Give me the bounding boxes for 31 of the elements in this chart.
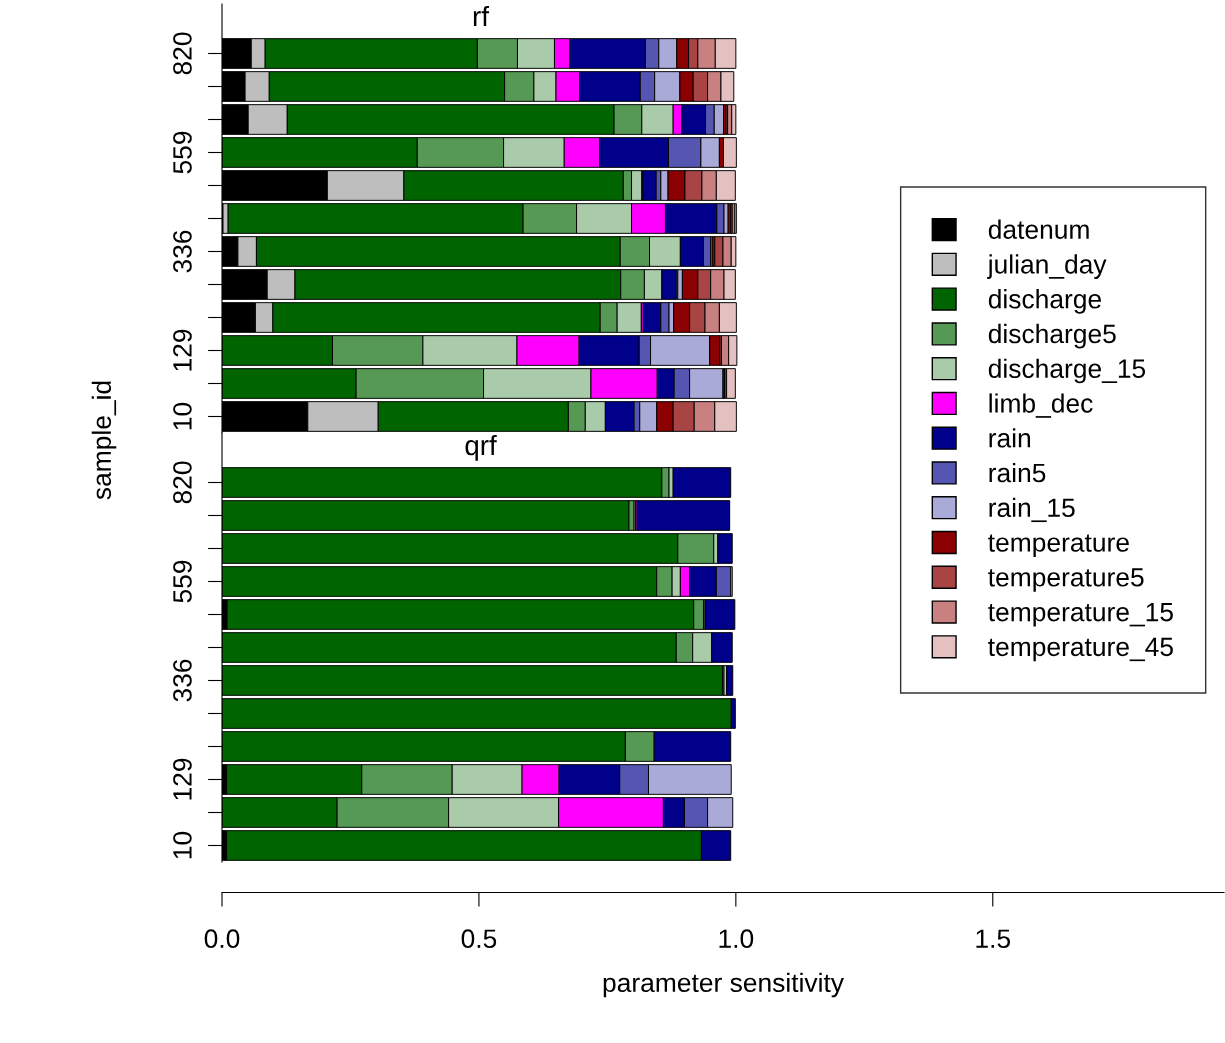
legend-label: rain5 [989,462,1046,483]
y-tick-label: 336 [173,230,192,273]
y-tick-label: 10 [173,831,192,859]
legend-label: julian_day [987,254,1107,279]
y-tick-label: 820 [173,32,192,75]
y-tick-label: 336 [173,659,192,702]
legend-label: rain_15 [989,497,1075,523]
y-axis-title: sample_id [91,381,117,500]
y-tick-label: 559 [173,131,192,174]
y-tick-label: 129 [173,329,192,371]
x-tick-label: 1.0 [719,929,754,949]
chart-title: qrf [465,434,497,461]
legend-label: temperature5 [988,568,1144,592]
legend-label: temperature [988,534,1129,558]
legend-label: discharge5 [988,323,1116,349]
chart-title: rf [473,5,490,27]
legend-label: limb_dec [989,393,1093,418]
legend-label: rain [989,428,1031,448]
legend-label: discharge_15 [988,358,1146,384]
x-tick-label: 1.5 [976,929,1011,949]
x-tick-label: 0.5 [461,929,497,949]
x-axis-title: parameter sensitivity [603,972,844,998]
y-tick-label: 559 [173,560,192,603]
y-tick-label: 820 [173,461,192,504]
legend-label: discharge [988,289,1101,314]
y-tick-label: 10 [173,402,192,430]
x-tick-label: 0.0 [204,929,240,949]
legend-label: temperature_45 [988,637,1173,662]
legend-label: temperature_15 [988,602,1173,627]
legend-label: datenum [988,219,1089,239]
y-tick-label: 129 [173,758,192,800]
